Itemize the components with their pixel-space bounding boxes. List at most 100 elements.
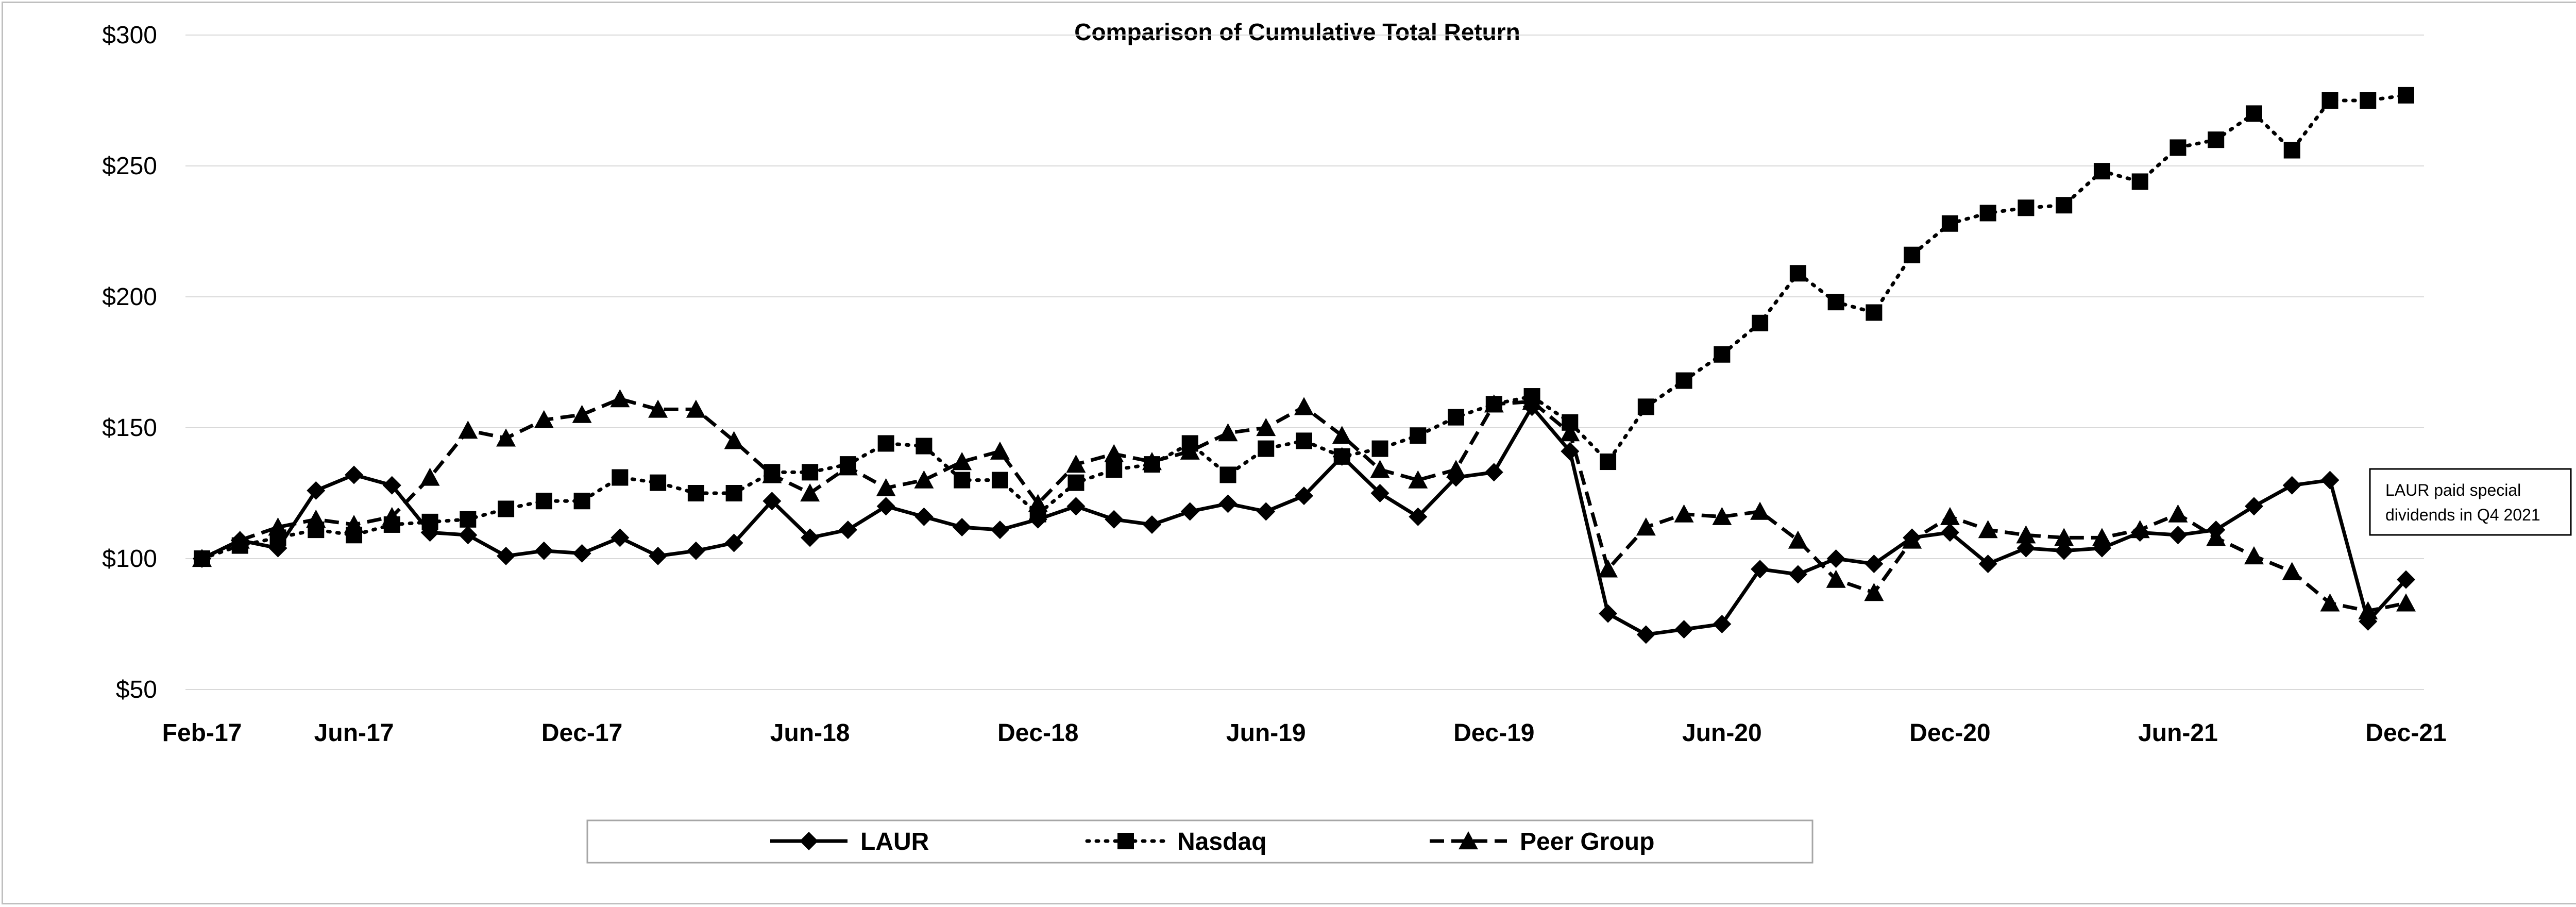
data-point-nasdaq [1219, 466, 1236, 483]
data-point-laur [2282, 476, 2301, 495]
data-point-nasdaq [1067, 474, 1084, 491]
y-tick-label: $100 [102, 545, 157, 573]
data-point-nasdaq [1637, 398, 1654, 415]
series-layer [192, 87, 2416, 644]
data-point-peer-group [192, 549, 212, 567]
data-point-peer-group [1864, 583, 1884, 601]
data-point-peer-group [572, 405, 592, 423]
data-point-laur [420, 523, 439, 542]
data-point-nasdaq [2321, 92, 2338, 109]
data-point-laur [1713, 615, 1732, 633]
data-point-nasdaq [2283, 142, 2300, 159]
data-point-peer-group [496, 428, 516, 447]
data-point-laur [345, 465, 364, 484]
chart-title: Comparison of Cumulative Total Return [1074, 19, 1520, 45]
y-axis: $50 $100 $150 $200 $250 $300 [102, 22, 157, 703]
data-point-peer-group [1294, 397, 1314, 415]
data-point-laur [1674, 620, 1693, 639]
data-point-nasdaq [1333, 448, 1350, 465]
x-tick-label: Dec-18 [997, 719, 1078, 747]
data-point-peer-group [800, 483, 820, 502]
data-point-peer-group [458, 421, 478, 439]
data-point-peer-group [2206, 528, 2226, 546]
data-point-peer-group [534, 410, 554, 428]
data-point-nasdaq [2170, 139, 2187, 156]
data-point-laur [307, 481, 326, 500]
y-tick-label: $150 [102, 414, 157, 442]
data-point-peer-group [914, 470, 934, 489]
data-point-peer-group [648, 399, 668, 418]
data-point-nasdaq [498, 500, 515, 517]
data-point-peer-group [1522, 392, 1542, 410]
data-point-peer-group [1750, 501, 1770, 520]
data-point-laur [1940, 523, 1959, 542]
data-point-peer-group [2054, 528, 2074, 546]
data-point-laur [1142, 515, 1161, 534]
data-point-laur [1257, 502, 1276, 521]
data-point-nasdaq [612, 469, 629, 486]
data-point-nasdaq [1675, 372, 1692, 389]
data-point-laur [1409, 507, 1428, 526]
data-point-nasdaq [1410, 427, 1427, 444]
gridlines [185, 35, 2424, 690]
data-point-laur [1636, 625, 1655, 644]
data-point-laur [1295, 486, 1313, 506]
legend-swatch-marker-nasdaq [1117, 833, 1134, 849]
data-point-nasdaq [1827, 294, 1844, 311]
legend-label-peer-group: Peer Group [1520, 828, 1654, 855]
data-point-nasdaq [1600, 454, 1617, 471]
data-point-peer-group [952, 452, 972, 471]
data-point-laur [762, 492, 782, 511]
data-point-peer-group [1028, 494, 1048, 512]
data-point-laur [497, 546, 516, 565]
data-point-nasdaq [802, 464, 819, 481]
data-point-nasdaq [877, 435, 894, 452]
data-point-peer-group [382, 507, 402, 525]
data-point-peer-group [1142, 452, 1162, 471]
data-point-nasdaq [2208, 131, 2225, 148]
data-point-laur [686, 541, 705, 560]
data-point-laur [1865, 555, 1884, 574]
data-point-laur [1751, 560, 1770, 579]
data-point-laur [2244, 497, 2263, 516]
data-point-nasdaq [2018, 199, 2035, 216]
data-point-nasdaq [2131, 173, 2148, 190]
data-point-peer-group [1636, 517, 1656, 536]
data-point-laur [649, 546, 668, 565]
legend-label-nasdaq: Nasdaq [1177, 828, 1266, 855]
data-point-laur [1180, 502, 1199, 521]
data-point-laur [2320, 471, 2340, 490]
data-point-laur [990, 520, 1009, 540]
data-point-peer-group [1066, 455, 1086, 473]
data-point-laur [1826, 549, 1845, 568]
x-tick-label: Jun-20 [1682, 719, 1762, 747]
data-point-nasdaq [1941, 215, 1958, 232]
data-point-nasdaq [954, 472, 971, 489]
data-point-peer-group [724, 431, 744, 449]
data-point-peer-group [1826, 569, 1846, 588]
data-point-nasdaq [1714, 346, 1731, 363]
x-tick-label: Jun-17 [314, 719, 394, 747]
data-point-peer-group [230, 530, 250, 549]
data-point-laur [1484, 463, 1503, 482]
x-tick-label: Jun-18 [770, 719, 850, 747]
data-point-peer-group [610, 389, 630, 408]
data-point-nasdaq [1904, 246, 1921, 263]
data-point-peer-group [2396, 593, 2416, 612]
legend-items: LAUR Nasdaq Peer Group [770, 828, 1654, 855]
data-point-laur [2016, 539, 2036, 558]
data-point-laur [724, 533, 743, 552]
data-point-laur [2397, 570, 2415, 589]
data-point-peer-group [1370, 460, 1390, 478]
data-point-laur [801, 528, 820, 547]
data-point-laur [1788, 565, 1807, 584]
data-point-peer-group [1332, 426, 1352, 444]
data-point-peer-group [838, 457, 858, 476]
data-point-peer-group [420, 467, 440, 486]
x-tick-label: Feb-17 [162, 719, 242, 747]
legend-item-laur: LAUR [770, 828, 929, 855]
data-point-nasdaq [2360, 92, 2377, 109]
data-point-nasdaq [1448, 409, 1465, 426]
data-point-peer-group [268, 517, 288, 536]
